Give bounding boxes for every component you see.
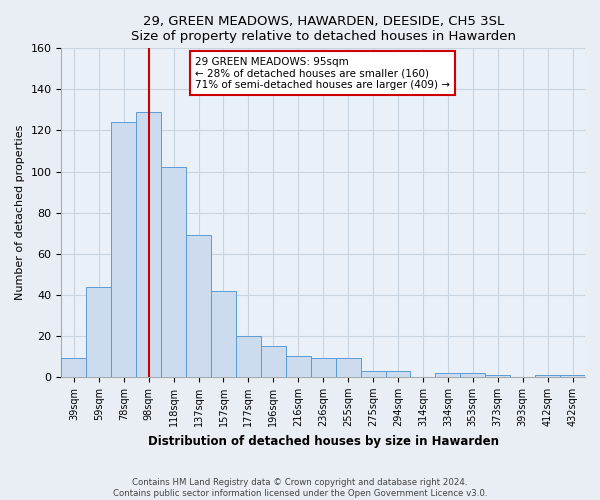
- Text: 29 GREEN MEADOWS: 95sqm
← 28% of detached houses are smaller (160)
71% of semi-d: 29 GREEN MEADOWS: 95sqm ← 28% of detache…: [195, 56, 450, 90]
- Bar: [61, 358, 86, 377]
- Bar: [136, 112, 161, 377]
- Y-axis label: Number of detached properties: Number of detached properties: [15, 125, 25, 300]
- Bar: [361, 371, 386, 377]
- Bar: [161, 168, 186, 377]
- X-axis label: Distribution of detached houses by size in Hawarden: Distribution of detached houses by size …: [148, 434, 499, 448]
- Bar: [436, 373, 460, 377]
- Bar: [111, 122, 136, 377]
- Bar: [286, 356, 311, 377]
- Bar: [86, 286, 111, 377]
- Bar: [386, 371, 410, 377]
- Bar: [186, 235, 211, 377]
- Bar: [236, 336, 261, 377]
- Bar: [560, 375, 585, 377]
- Bar: [261, 346, 286, 377]
- Bar: [460, 373, 485, 377]
- Bar: [311, 358, 335, 377]
- Text: Contains HM Land Registry data © Crown copyright and database right 2024.
Contai: Contains HM Land Registry data © Crown c…: [113, 478, 487, 498]
- Bar: [211, 290, 236, 377]
- Bar: [535, 375, 560, 377]
- Bar: [335, 358, 361, 377]
- Title: 29, GREEN MEADOWS, HAWARDEN, DEESIDE, CH5 3SL
Size of property relative to detac: 29, GREEN MEADOWS, HAWARDEN, DEESIDE, CH…: [131, 15, 516, 43]
- Bar: [485, 375, 510, 377]
